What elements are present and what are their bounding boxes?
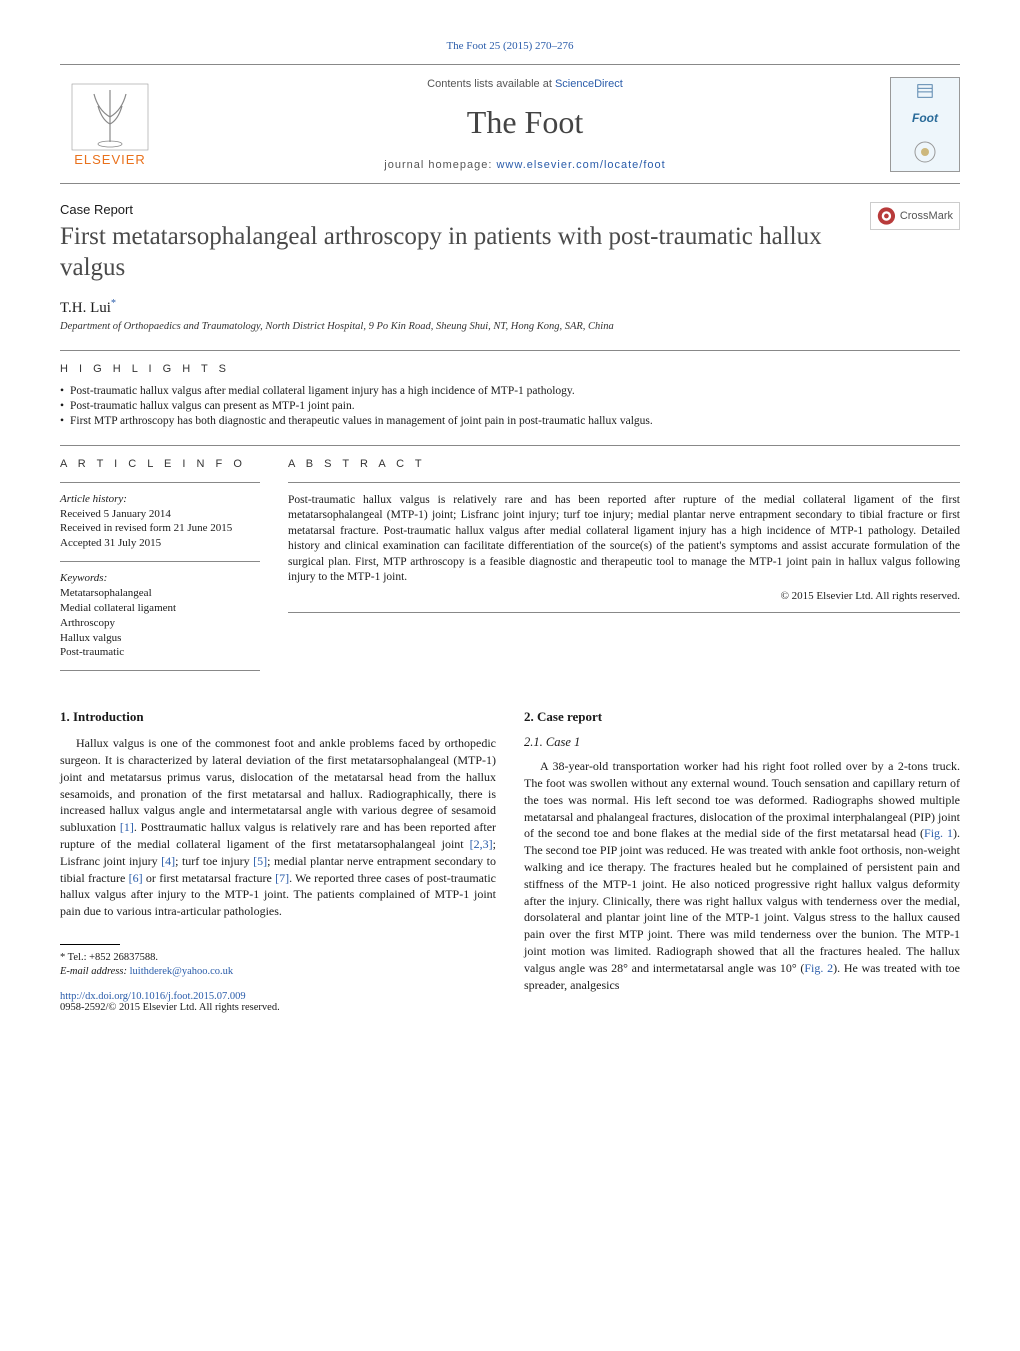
article-title: First metatarsophalangeal arthroscopy in… — [60, 221, 870, 284]
cover-top-icon — [916, 82, 934, 100]
intro-paragraph: Hallux valgus is one of the commonest fo… — [60, 735, 496, 920]
keyword: Post-traumatic — [60, 645, 260, 660]
crossmark-badge[interactable]: CrossMark — [870, 202, 960, 230]
author-line: T.H. Lui* — [60, 298, 960, 317]
doi-link[interactable]: http://dx.doi.org/10.1016/j.foot.2015.07… — [60, 991, 246, 1002]
keyword: Medial collateral ligament — [60, 601, 260, 616]
abstract-column: A B S T R A C T Post-traumatic hallux va… — [288, 458, 960, 682]
crossmark-icon — [877, 205, 896, 227]
keyword: Hallux valgus — [60, 631, 260, 646]
footnote-rule — [60, 944, 120, 945]
article-type: Case Report — [60, 202, 870, 217]
right-column: 2. Case report 2.1. Case 1 A 38-year-old… — [524, 709, 960, 1013]
keyword: Arthroscopy — [60, 616, 260, 631]
abstract-heading: A B S T R A C T — [288, 458, 960, 470]
author-name: T.H. Lui — [60, 300, 111, 316]
elsevier-wordmark: ELSEVIER — [74, 152, 146, 167]
email-label: E-mail address: — [60, 966, 130, 977]
corr-tel: * Tel.: +852 26837588. — [60, 951, 496, 965]
fig-link[interactable]: Fig. 1 — [924, 826, 953, 840]
ref-link[interactable]: [2,3] — [470, 837, 493, 851]
running-head: The Foot 25 (2015) 270–276 — [60, 40, 960, 52]
contents-prefix: Contents lists available at — [427, 78, 555, 90]
divider — [60, 350, 960, 351]
highlight-item: Post-traumatic hallux valgus after media… — [60, 385, 960, 397]
contents-available-line: Contents lists available at ScienceDirec… — [160, 78, 890, 90]
case-report-heading: 2. Case report — [524, 709, 960, 725]
keywords-title: Keywords: — [60, 572, 260, 584]
ref-link[interactable]: [1] — [120, 820, 134, 834]
divider — [60, 445, 960, 446]
history-title: Article history: — [60, 493, 260, 505]
fig-link[interactable]: Fig. 2 — [804, 961, 833, 975]
ref-link[interactable]: [7] — [275, 871, 289, 885]
journal-title: The Foot — [160, 104, 890, 141]
keyword: Metatarsophalangeal — [60, 586, 260, 601]
homepage-link[interactable]: www.elsevier.com/locate/foot — [496, 159, 665, 171]
highlights-block: H I G H L I G H T S Post-traumatic hallu… — [60, 363, 960, 427]
intro-heading: 1. Introduction — [60, 709, 496, 725]
affiliation: Department of Orthopaedics and Traumatol… — [60, 321, 960, 332]
crossmark-label: CrossMark — [900, 210, 953, 222]
cover-graphic-icon — [910, 137, 940, 167]
highlight-item: Post-traumatic hallux valgus can present… — [60, 400, 960, 412]
highlight-item: First MTP arthroscopy has both diagnosti… — [60, 415, 960, 427]
ref-link[interactable]: [5] — [253, 854, 267, 868]
case1-heading: 2.1. Case 1 — [524, 735, 960, 750]
journal-header: ELSEVIER Contents lists available at Sci… — [60, 64, 960, 184]
ref-link[interactable]: [4] — [161, 854, 175, 868]
left-column: 1. Introduction Hallux valgus is one of … — [60, 709, 496, 1013]
homepage-prefix: journal homepage: — [384, 159, 496, 171]
history-line: Received in revised form 21 June 2015 — [60, 521, 260, 536]
highlights-heading: H I G H L I G H T S — [60, 363, 960, 375]
abstract-copyright: © 2015 Elsevier Ltd. All rights reserved… — [288, 590, 960, 602]
corresponding-mark[interactable]: * — [111, 298, 116, 309]
article-info-heading: A R T I C L E I N F O — [60, 458, 260, 470]
journal-cover-thumbnail: Foot — [890, 77, 960, 172]
history-line: Accepted 31 July 2015 — [60, 536, 260, 551]
journal-homepage-line: journal homepage: www.elsevier.com/locat… — [160, 159, 890, 171]
elsevier-tree-icon — [70, 82, 150, 152]
sciencedirect-link[interactable]: ScienceDirect — [555, 78, 623, 90]
corr-email-link[interactable]: luithderek@yahoo.co.uk — [130, 966, 234, 977]
doi-block: http://dx.doi.org/10.1016/j.foot.2015.07… — [60, 991, 496, 1013]
abstract-text: Post-traumatic hallux valgus is relative… — [288, 493, 960, 586]
corresponding-footnote: * Tel.: +852 26837588. E-mail address: l… — [60, 951, 496, 979]
case1-paragraph: A 38-year-old transportation worker had … — [524, 758, 960, 993]
ref-link[interactable]: [6] — [129, 871, 143, 885]
cover-title-word: Foot — [912, 111, 938, 125]
article-info-column: A R T I C L E I N F O Article history: R… — [60, 458, 260, 682]
issn-copyright: 0958-2592/© 2015 Elsevier Ltd. All right… — [60, 1002, 496, 1013]
elsevier-logo: ELSEVIER — [60, 82, 160, 167]
running-head-link[interactable]: The Foot 25 (2015) 270–276 — [446, 40, 573, 52]
history-line: Received 5 January 2014 — [60, 507, 260, 522]
